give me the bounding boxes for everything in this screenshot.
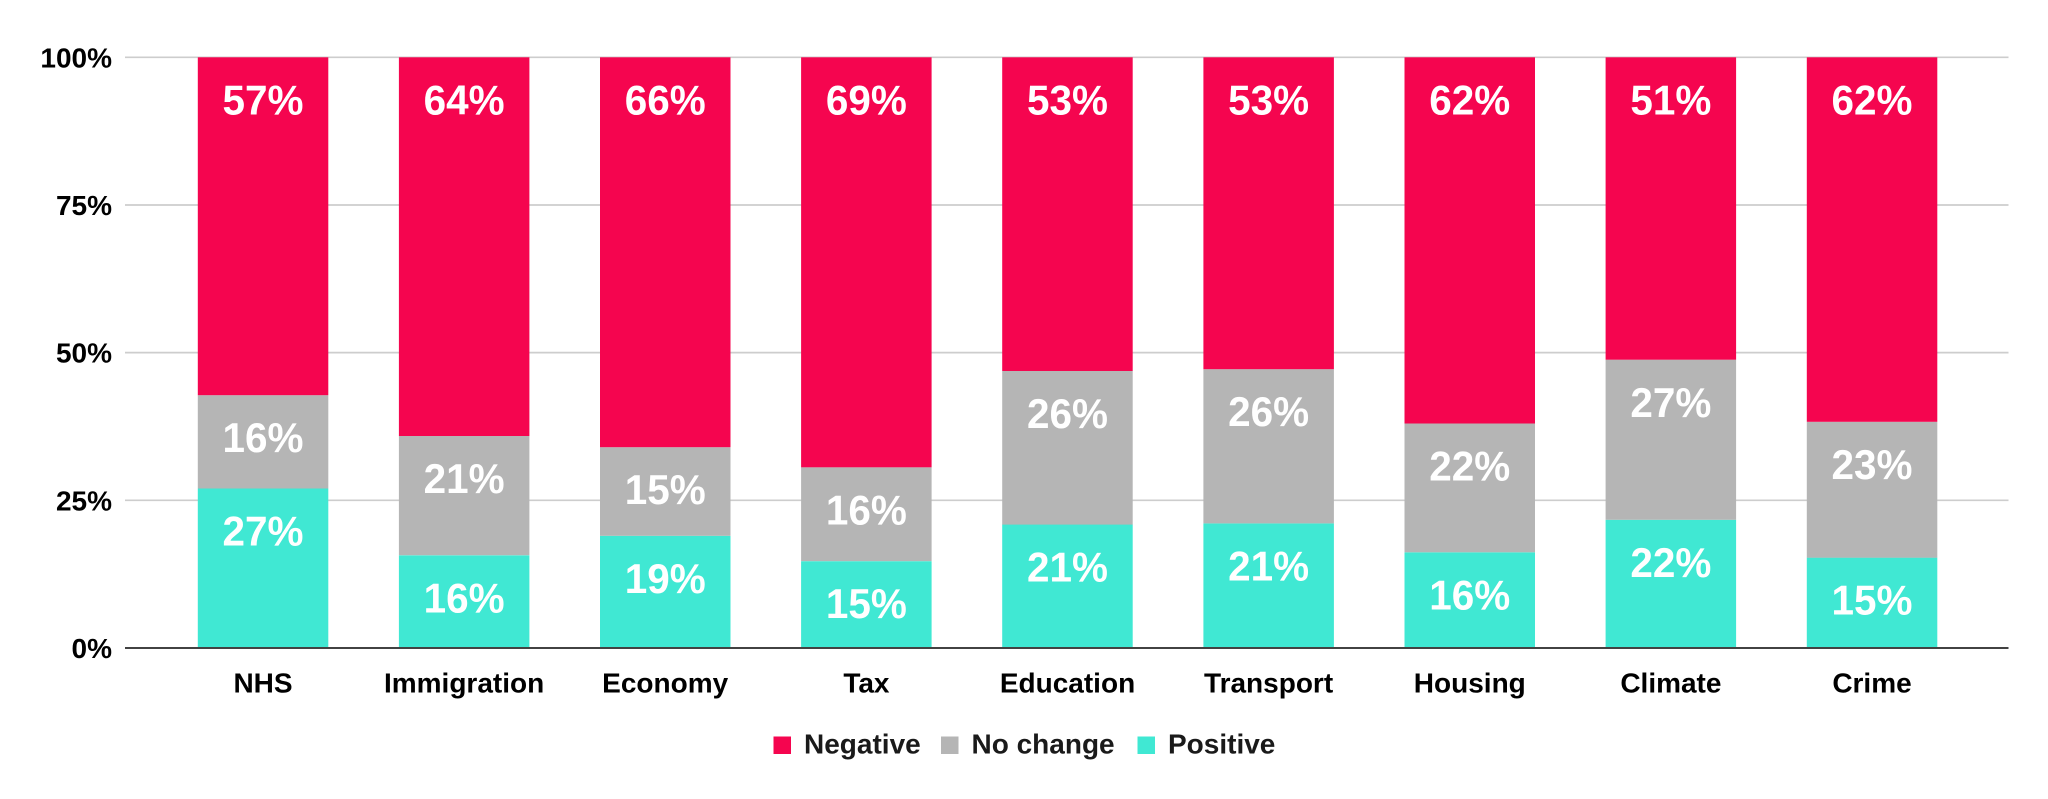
svg-text:Tax: Tax bbox=[843, 668, 890, 699]
svg-text:Economy: Economy bbox=[602, 668, 728, 699]
svg-text:27%: 27% bbox=[223, 508, 304, 555]
svg-text:No change: No change bbox=[972, 728, 1115, 759]
svg-text:26%: 26% bbox=[1228, 388, 1309, 435]
svg-text:100%: 100% bbox=[40, 42, 112, 73]
svg-text:57%: 57% bbox=[223, 76, 304, 123]
svg-text:16%: 16% bbox=[1429, 571, 1510, 618]
svg-text:25%: 25% bbox=[56, 485, 112, 516]
svg-text:75%: 75% bbox=[56, 190, 112, 221]
svg-text:21%: 21% bbox=[424, 455, 505, 502]
svg-text:Positive: Positive bbox=[1168, 728, 1275, 759]
svg-text:15%: 15% bbox=[826, 580, 907, 627]
svg-text:62%: 62% bbox=[1832, 76, 1913, 123]
svg-text:16%: 16% bbox=[424, 574, 505, 621]
svg-text:Transport: Transport bbox=[1204, 668, 1333, 699]
svg-text:15%: 15% bbox=[625, 466, 706, 513]
svg-text:Crime: Crime bbox=[1832, 668, 1911, 699]
svg-text:16%: 16% bbox=[826, 486, 907, 533]
svg-text:66%: 66% bbox=[625, 76, 706, 123]
svg-text:22%: 22% bbox=[1429, 443, 1510, 490]
svg-text:Immigration: Immigration bbox=[384, 668, 544, 699]
svg-text:62%: 62% bbox=[1429, 76, 1510, 123]
svg-text:23%: 23% bbox=[1832, 441, 1913, 488]
svg-text:53%: 53% bbox=[1228, 76, 1309, 123]
svg-text:21%: 21% bbox=[1228, 542, 1309, 589]
svg-text:21%: 21% bbox=[1027, 544, 1108, 591]
svg-text:0%: 0% bbox=[72, 633, 113, 664]
svg-text:50%: 50% bbox=[56, 338, 112, 369]
svg-text:NHS: NHS bbox=[233, 668, 292, 699]
svg-text:69%: 69% bbox=[826, 76, 907, 123]
svg-text:51%: 51% bbox=[1630, 76, 1711, 123]
svg-text:Negative: Negative bbox=[804, 728, 921, 759]
svg-text:Housing: Housing bbox=[1414, 668, 1526, 699]
svg-text:Climate: Climate bbox=[1620, 668, 1721, 699]
svg-text:26%: 26% bbox=[1027, 390, 1108, 437]
svg-text:15%: 15% bbox=[1832, 577, 1913, 624]
svg-text:22%: 22% bbox=[1630, 539, 1711, 586]
svg-text:Education: Education bbox=[1000, 668, 1135, 699]
svg-text:53%: 53% bbox=[1027, 76, 1108, 123]
svg-text:16%: 16% bbox=[223, 414, 304, 461]
svg-text:27%: 27% bbox=[1630, 379, 1711, 426]
svg-text:19%: 19% bbox=[625, 555, 706, 602]
svg-text:64%: 64% bbox=[424, 76, 505, 123]
